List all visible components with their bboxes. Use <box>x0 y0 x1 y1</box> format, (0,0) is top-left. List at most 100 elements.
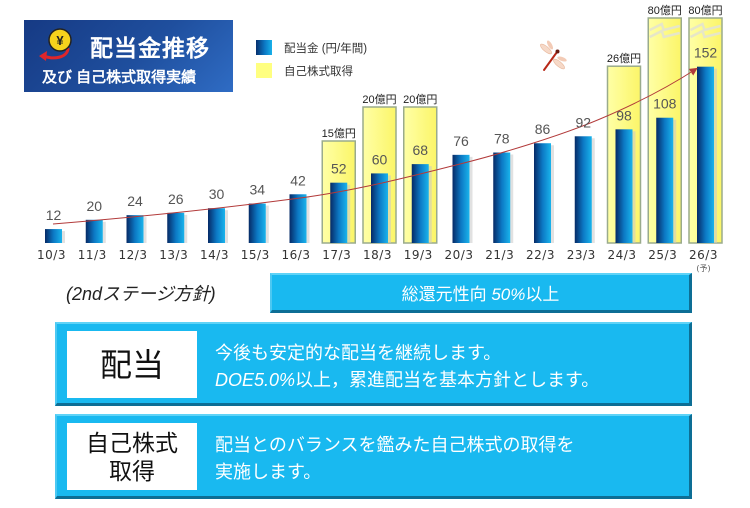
axis-break-mark <box>649 29 681 39</box>
legend-swatch-dividend <box>256 40 272 55</box>
x-tick-label: 22/3 <box>526 248 555 262</box>
buyback-value-label: 80億円 <box>648 4 682 17</box>
dividend-value-label: 98 <box>616 107 632 123</box>
dividend-policy-text: 今後も安定的な配当を継続します。 DOE5.0%以上，累進配当を基本方針とします… <box>215 340 599 394</box>
dividend-bar <box>208 208 225 243</box>
dividend-bar <box>126 215 144 243</box>
summary-suffix: 以上 <box>525 285 560 304</box>
dividend-bar <box>45 229 62 243</box>
doe-highlight: DOE5.0% <box>215 370 296 390</box>
dividend-bar <box>248 203 266 243</box>
dividend-policy-line2-rest: 以上，累進配当を基本方針とします。 <box>295 370 600 390</box>
dividend-bar <box>534 143 551 243</box>
dividend-value-label: 30 <box>209 186 225 202</box>
dividend-value-label: 26 <box>168 191 184 207</box>
dividend-value-label: 42 <box>290 172 306 188</box>
x-tick-label: 19/3 <box>404 248 433 262</box>
x-tick-label: 20/3 <box>445 248 474 262</box>
legend-item-buyback: 自己株式取得 <box>256 59 367 82</box>
stage-policy-label: (2ndステージ方針) <box>66 284 216 304</box>
chart-title-box: ¥ 配当金推移 及び 自己株式取得実績 <box>24 20 233 92</box>
dividend-bar <box>615 129 633 243</box>
dividend-value-label: 76 <box>453 133 469 149</box>
legend-swatch-buyback <box>256 63 272 78</box>
dividend-bar <box>371 173 388 243</box>
dividend-bar <box>85 219 103 243</box>
dividend-policy-panel: 配当 今後も安定的な配当を継続します。 DOE5.0%以上，累進配当を基本方針と… <box>55 322 692 406</box>
axis-break-mark <box>689 29 721 39</box>
dividend-bar <box>330 182 348 243</box>
x-tick-label: 24/3 <box>608 248 637 262</box>
x-tick-label: 11/3 <box>78 248 107 262</box>
dividend-value-label: 78 <box>494 131 510 147</box>
dividend-value-label: 152 <box>694 45 718 61</box>
x-tick-label: 15/3 <box>241 248 270 262</box>
buyback-value-label: 80億円 <box>688 4 722 17</box>
x-tick-label: 12/3 <box>119 248 148 262</box>
dragonfly-icon <box>540 40 567 71</box>
buyback-policy-line2: 実施します。 <box>215 462 322 482</box>
buyback-policy-title-box: 自己株式 取得 <box>67 423 197 490</box>
chart-title: 配当金推移 <box>90 35 210 61</box>
dividend-bar <box>697 66 714 244</box>
x-tick-label: 25/3 <box>648 248 677 262</box>
buyback-value-label: 15億円 <box>322 127 356 140</box>
buyback-value-label: 20億円 <box>362 93 396 106</box>
chart-labels: 12 10/3 20 11/3 24 12/3 26 13/3 30 14/3 34 15/3 42 16… <box>37 4 723 273</box>
buyback-policy-panel: 自己株式 取得 配当とのバランスを鑑みた自己株式の取得を 実施します。 <box>55 414 692 499</box>
x-tick-label: 18/3 <box>363 248 392 262</box>
buyback-value-label: 26億円 <box>607 52 641 65</box>
dividend-value-label: 20 <box>86 198 102 214</box>
yen-coin-icon: ¥ <box>39 28 72 61</box>
legend-item-dividend: 配当金 (円/年間) <box>256 36 367 59</box>
axis-break-mark <box>689 22 721 32</box>
dividend-value-label: 108 <box>653 96 677 112</box>
summary-highlight: 50% <box>491 285 526 304</box>
x-tick-label: 21/3 <box>485 248 514 262</box>
dividend-bar <box>656 117 674 243</box>
buyback-policy-line1: 配当とのバランスを鑑みた自己株式の取得を <box>215 435 575 455</box>
dividend-bars <box>45 66 717 244</box>
buyback-value-label: 20億円 <box>403 93 437 106</box>
total-return-ratio-text: 総還元性向 50%以上 <box>402 280 560 305</box>
dividend-value-label: 52 <box>331 161 347 177</box>
x-tick-label: 23/3 <box>567 248 596 262</box>
dividend-value-label: 68 <box>412 142 428 158</box>
dividend-value-label: 34 <box>249 182 265 198</box>
dividend-bar <box>574 136 592 243</box>
x-tick-label: 14/3 <box>200 248 229 262</box>
x-tick-label: 13/3 <box>159 248 188 262</box>
legend: 配当金 (円/年間) 自己株式取得 <box>256 36 367 82</box>
svg-text:¥: ¥ <box>56 33 64 48</box>
x-tick-label: 17/3 <box>322 248 351 262</box>
summary-prefix: 総還元性向 <box>401 285 492 304</box>
dividend-bar <box>493 152 511 243</box>
legend-label-buyback: 自己株式取得 <box>284 65 353 78</box>
x-tick-label: 10/3 <box>37 248 66 262</box>
dividend-bar <box>411 164 429 243</box>
trend-arrow <box>52 67 698 225</box>
x-tick-label: 16/3 <box>282 248 311 262</box>
dividend-policy-line2: DOE5.0%以上，累進配当を基本方針とします。 <box>215 367 599 394</box>
buyback-policy-title-line2: 取得 <box>109 457 155 484</box>
total-return-ratio-banner: 総還元性向 50%以上 <box>270 273 692 313</box>
dividend-buyback-chart: 12 10/3 20 11/3 24 12/3 26 13/3 30 14/3 34 15/3 42 16… <box>37 4 723 273</box>
dividend-policy-line1: 今後も安定的な配当を継続します。 <box>215 343 502 363</box>
dividend-bar <box>452 154 470 243</box>
dividend-value-label: 24 <box>127 193 143 209</box>
dividend-value-label: 60 <box>372 151 388 167</box>
dividend-policy-title-box: 配当 <box>67 331 197 398</box>
dividend-value-label: 86 <box>535 121 551 137</box>
dividend-value-label: 12 <box>46 207 62 223</box>
chart-subtitle: 及び 自己株式取得実績 <box>42 69 197 86</box>
dividend-value-label: 92 <box>575 114 591 130</box>
axis-break-mark <box>649 22 681 32</box>
legend-label-dividend: 配当金 (円/年間) <box>284 42 368 55</box>
dividend-bar <box>289 194 307 243</box>
x-tick-label: 26/3 <box>689 248 718 262</box>
forecast-note: (予) <box>696 264 710 273</box>
buyback-policy-text: 配当とのバランスを鑑みた自己株式の取得を 実施します。 <box>215 432 574 486</box>
buyback-policy-title-line1: 自己株式 <box>86 429 178 456</box>
dividend-bar <box>167 212 185 243</box>
dividend-policy-title: 配当 <box>99 346 164 383</box>
